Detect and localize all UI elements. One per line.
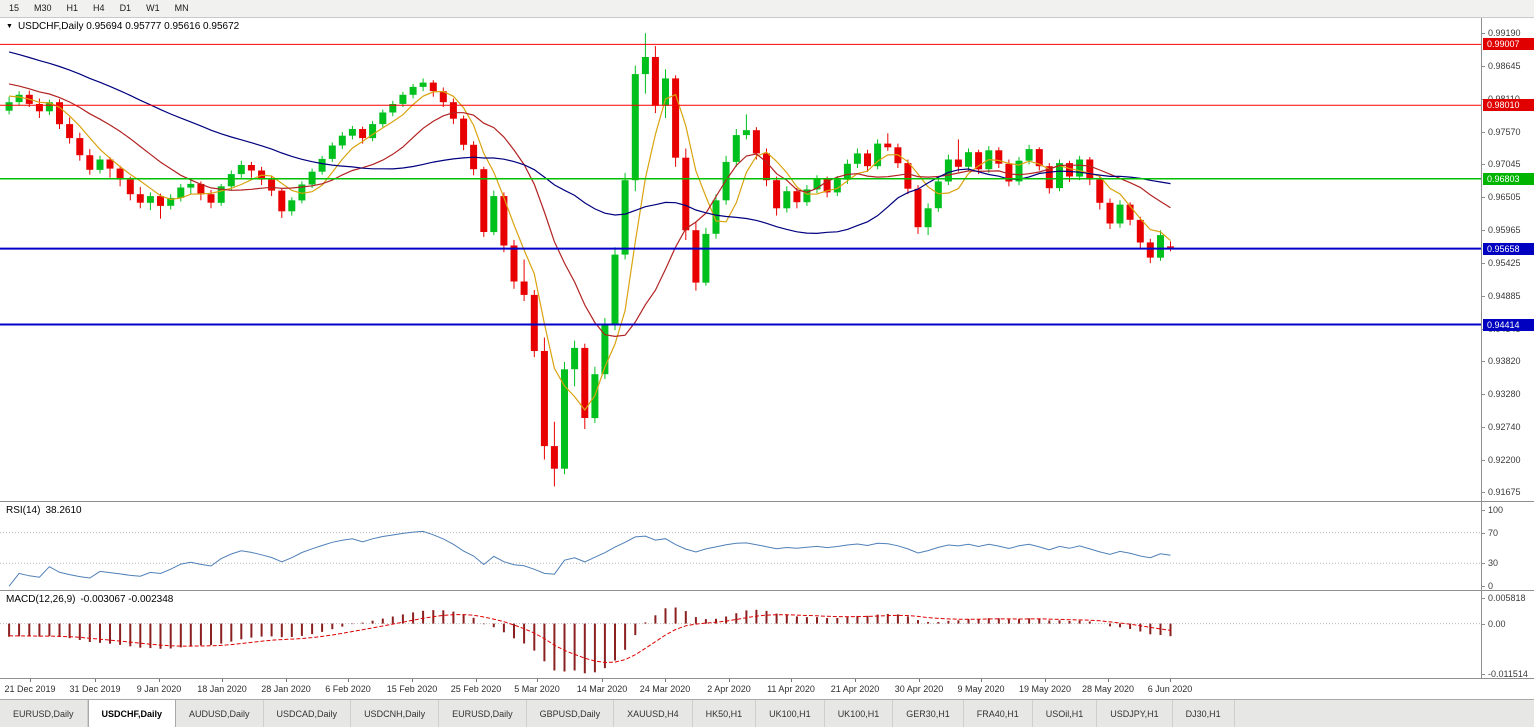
price-tick-label: 0.95965 [1488, 225, 1521, 235]
price-line-tag: 0.99007 [1483, 38, 1534, 50]
timeframe-button-M30[interactable]: M30 [34, 3, 52, 13]
macd-values: -0.003067 -0.002348 [80, 594, 174, 605]
date-label: 28 May 2020 [1081, 684, 1135, 694]
date-label: 31 Dec 2019 [69, 684, 121, 694]
date-label: 9 May 2020 [957, 684, 1005, 694]
rsi-axis[interactable]: 100 70 30 0 [1481, 502, 1534, 591]
chart-tab-USDCHF-Daily[interactable]: USDCHF,Daily [87, 700, 177, 727]
price-tick-label: 0.96505 [1488, 192, 1521, 202]
price-line-tag: 0.98010 [1483, 99, 1534, 111]
rsi-tick-label: 70 [1488, 528, 1499, 538]
macd-signal-line [9, 614, 1171, 664]
macd-header: MACD(12,26,9) -0.003067 -0.002348 [6, 594, 173, 605]
chart-tab-XAUUSD-H4[interactable]: XAUUSD,H4 [614, 700, 693, 727]
price-line-tag: 0.95658 [1483, 243, 1534, 255]
price-tick-label: 0.99190 [1488, 28, 1521, 38]
date-label: 30 Apr 2020 [894, 684, 944, 694]
macd-tick-label: -0.011514 [1488, 669, 1528, 679]
chart-tab-HK50-H1[interactable]: HK50,H1 [693, 700, 757, 727]
date-label: 9 Jan 2020 [136, 684, 182, 694]
date-label: 15 Feb 2020 [386, 684, 438, 694]
chart-symbol-ohlc: USDCHF,Daily 0.95694 0.95777 0.95616 0.9… [17, 21, 240, 32]
price-tick-label: 0.95425 [1488, 258, 1521, 268]
price-chart-panel: 0.991900.986450.981100.975700.970450.965… [0, 18, 1534, 501]
macd-tick-label: 0.00 [1488, 619, 1506, 629]
rsi-value: 38.2610 [45, 505, 82, 516]
chart-tab-UK100-H1[interactable]: UK100,H1 [756, 700, 825, 727]
time-axis[interactable]: 21 Dec 2019 31 Dec 2019 9 Jan 2020 18 Jan 2… [0, 678, 1534, 699]
chart-tab-EURUSD-Daily[interactable]: EURUSD,Daily [439, 700, 527, 727]
rsi-indicator-panel: 100 70 30 0 RSI(14) 38.2610 [0, 501, 1534, 591]
candles-group [5, 33, 1174, 487]
chart-tab-AUDUSD-Daily[interactable]: AUDUSD,Daily [176, 700, 264, 727]
rsi-line [8, 530, 1171, 587]
date-label: 28 Jan 2020 [261, 684, 311, 694]
price-line-tag: 0.96803 [1483, 173, 1534, 185]
timeframe-button-MN[interactable]: MN [174, 3, 189, 13]
rsi-canvas[interactable] [0, 502, 1481, 590]
date-label: 21 Apr 2020 [830, 684, 880, 694]
price-line-tag: 0.94414 [1483, 319, 1534, 331]
macd-histogram [8, 607, 1172, 674]
price-axis[interactable]: 0.991900.986450.981100.975700.970450.965… [1481, 18, 1534, 501]
date-label: 11 Apr 2020 [767, 684, 815, 694]
date-label: 14 Mar 2020 [576, 684, 628, 694]
price-chart-canvas[interactable] [0, 18, 1481, 501]
moving-average-5 [9, 90, 1171, 412]
date-label: 6 Feb 2020 [325, 684, 371, 694]
price-tick-label: 0.91675 [1488, 487, 1521, 497]
rsi-tick-label: 0 [1488, 581, 1494, 591]
price-tick-label: 0.98645 [1488, 61, 1521, 71]
price-tick-label: 0.94885 [1488, 291, 1521, 301]
chart-tab-USDCAD-Daily[interactable]: USDCAD,Daily [264, 700, 352, 727]
chart-title: ▼ USDCHF,Daily 0.95694 0.95777 0.95616 0.… [6, 21, 239, 32]
chart-tab-GBPUSD-Daily[interactable]: GBPUSD,Daily [527, 700, 615, 727]
date-label: 2 Apr 2020 [707, 684, 751, 694]
chart-collapse-icon[interactable]: ▼ [6, 23, 13, 30]
date-label: 5 Mar 2020 [514, 684, 560, 694]
rsi-tick-label: 100 [1488, 505, 1504, 515]
macd-canvas[interactable] [0, 591, 1481, 678]
moving-average-13 [8, 83, 1171, 338]
chart-tab-USDCNH-Daily[interactable]: USDCNH,Daily [351, 700, 440, 727]
price-tick-label: 0.92740 [1488, 422, 1521, 432]
price-tick-label: 0.93280 [1488, 389, 1521, 399]
price-tick-label: 0.93820 [1488, 356, 1521, 366]
date-label: 6 Jun 2020 [1147, 684, 1193, 694]
timeframe-button-D1[interactable]: D1 [119, 3, 132, 13]
rsi-label: RSI(14) [6, 505, 41, 516]
moving-average-34 [8, 51, 1171, 235]
price-tick-label: 0.92200 [1488, 455, 1521, 465]
macd-axis[interactable]: 0.005818 0.00 -0.011514 [1481, 591, 1534, 679]
price-tick-label: 0.97045 [1488, 159, 1521, 169]
timeframe-toolbar: 15 M30 H1 H4 D1 W1 MN [0, 0, 1534, 18]
date-label: 25 Feb 2020 [450, 684, 502, 694]
macd-indicator-panel: 0.005818 0.00 -0.011514 MACD(12,26,9) -0.00… [0, 590, 1534, 679]
date-label: 18 Jan 2020 [197, 684, 247, 694]
macd-label: MACD(12,26,9) [6, 594, 76, 605]
rsi-tick-label: 30 [1488, 558, 1499, 568]
chart-tab-USDJPY-H1[interactable]: USDJPY,H1 [1097, 700, 1173, 727]
macd-tick-label: 0.005818 [1488, 593, 1526, 603]
rsi-header: RSI(14) 38.2610 [6, 505, 82, 516]
chart-tab-DJ30-H1[interactable]: DJ30,H1 [1173, 700, 1235, 727]
date-label: 19 May 2020 [1018, 684, 1072, 694]
chart-tab-EURUSD-Daily[interactable]: EURUSD,Daily [0, 700, 88, 727]
timeframe-button-H4[interactable]: H4 [93, 3, 105, 13]
date-label: 24 Mar 2020 [639, 684, 691, 694]
timeframe-button-H1[interactable]: H1 [66, 3, 79, 13]
timeframe-button-15[interactable]: 15 [9, 3, 20, 13]
chart-tabs-bar: EURUSD,Daily USDCHF,Daily AUDUSD,Daily USDC… [0, 699, 1534, 727]
timeframe-button-W1[interactable]: W1 [146, 3, 160, 13]
chart-tab-UK100-H1[interactable]: UK100,H1 [825, 700, 894, 727]
chart-tab-USOil-H1[interactable]: USOil,H1 [1033, 700, 1098, 727]
price-tick-label: 0.97570 [1488, 127, 1521, 137]
date-label: 21 Dec 2019 [4, 684, 56, 694]
chart-tab-GER30-H1[interactable]: GER30,H1 [893, 700, 964, 727]
chart-tab-FRA40-H1[interactable]: FRA40,H1 [964, 700, 1033, 727]
